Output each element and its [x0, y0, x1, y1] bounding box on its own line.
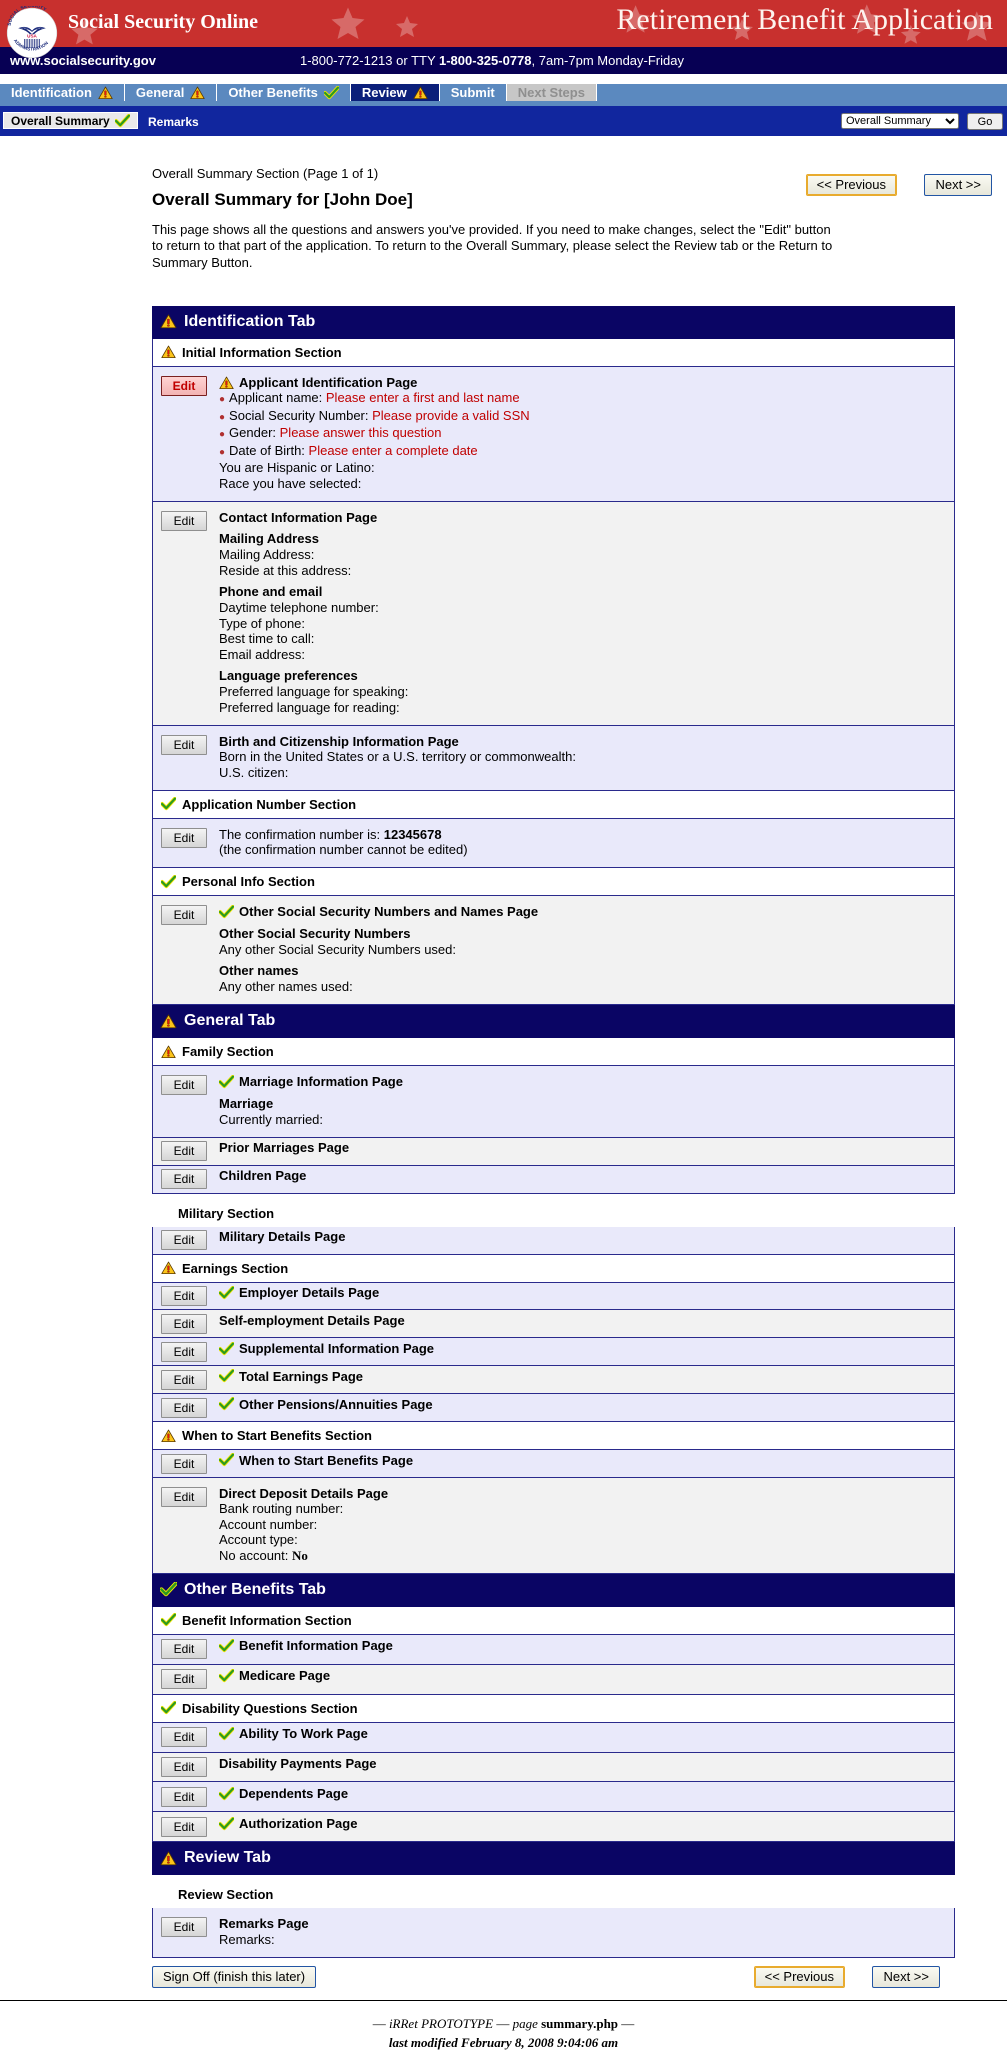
svg-text:USA: USA	[27, 33, 37, 38]
